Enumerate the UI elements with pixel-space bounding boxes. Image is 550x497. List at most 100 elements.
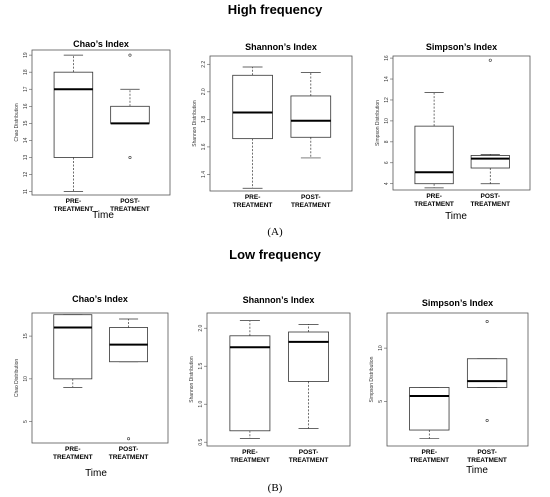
interquartile-box — [53, 71, 94, 158]
panel-label-a: (A) — [267, 226, 283, 238]
outlier-point — [485, 320, 489, 324]
interquartile-box — [288, 331, 329, 382]
x-category-label: PRE- — [426, 193, 442, 200]
x-category-label: PRE- — [242, 449, 258, 456]
y-tick-label: 15 — [23, 120, 29, 126]
chart-title: Shannon’s Index — [243, 295, 315, 305]
x-category-label: TREATMENT — [109, 454, 149, 461]
x-category-label: POST- — [301, 194, 321, 201]
box-pre-treatment — [53, 314, 93, 388]
x-category-label: POST- — [477, 449, 497, 456]
y-tick-label: 11 — [23, 189, 29, 194]
y-tick-label: 14 — [384, 76, 390, 82]
x-category-label: PRE- — [66, 198, 82, 205]
box-pre-treatment — [229, 320, 271, 439]
y-tick-label: 2.0 — [198, 325, 204, 332]
x-category-label: TREATMENT — [289, 457, 329, 464]
x-category-label: TREATMENT — [53, 454, 93, 461]
plot-frame — [206, 312, 351, 447]
plot-frame — [31, 312, 169, 444]
box-post-treatment — [109, 318, 148, 441]
panel-label-b: (B) — [267, 482, 283, 494]
box-pre-treatment — [53, 54, 94, 192]
section-title-high: High frequency — [227, 2, 323, 17]
chart-title: Chao’s Index — [73, 39, 129, 49]
y-axis-label: Simpson Distribution — [375, 100, 381, 146]
box-post-treatment — [110, 53, 150, 159]
interquartile-box — [470, 155, 510, 169]
x-category-label: POST- — [481, 193, 501, 200]
plot-frame — [31, 49, 171, 196]
y-tick-label: 1.5 — [198, 363, 204, 370]
x-axis-label: Time — [92, 210, 114, 221]
y-tick-label: 10 — [384, 118, 390, 124]
x-axis-label: Time — [445, 211, 467, 222]
y-tick-label: 5 — [378, 400, 384, 403]
y-axis-label: Shannon Distribution — [192, 100, 198, 147]
y-tick-label: 6 — [384, 161, 390, 164]
y-tick-label: 8 — [384, 140, 390, 143]
box-post-treatment — [288, 324, 329, 429]
y-tick-label: 4 — [384, 182, 390, 185]
y-tick-label: 17 — [23, 86, 29, 92]
x-category-label: POST- — [119, 446, 139, 453]
x-category-label: PRE- — [65, 446, 81, 453]
plot-frame — [392, 55, 531, 191]
x-axis-label: Time — [85, 468, 107, 479]
y-tick-label: 2.0 — [201, 88, 207, 95]
box-pre-treatment — [414, 92, 454, 189]
plot-frame — [386, 312, 529, 447]
interquartile-box — [409, 387, 450, 431]
x-category-label: TREATMENT — [414, 201, 454, 208]
section-title-low: Low frequency — [229, 247, 321, 262]
y-tick-label: 10 — [378, 345, 384, 351]
outlier-point — [488, 58, 492, 62]
y-tick-label: 0.5 — [198, 439, 204, 446]
interquartile-box — [232, 74, 273, 140]
interquartile-box — [414, 125, 454, 185]
chart-title: Shannon’s Index — [245, 42, 317, 52]
y-axis-label: Shannon Distribution — [189, 356, 195, 403]
chart-panel-1: Chao’s Index 11 12 13 14 15 16 17 18 19 Chao Distr… — [14, 39, 171, 221]
chart-title: Simpson’s Index — [426, 42, 497, 52]
x-category-label: POST- — [299, 449, 319, 456]
interquartile-box — [110, 105, 150, 124]
x-category-label: POST- — [120, 198, 140, 205]
box-pre-treatment — [409, 387, 450, 439]
y-tick-label: 1.8 — [201, 116, 207, 123]
box-post-treatment — [470, 58, 510, 185]
y-tick-label: 13 — [23, 154, 29, 160]
y-tick-label: 12 — [23, 172, 29, 178]
y-tick-label: 18 — [23, 69, 29, 75]
y-tick-label: 16 — [23, 103, 29, 109]
y-tick-label: 10 — [23, 376, 29, 382]
box-post-treatment — [466, 320, 508, 422]
y-tick-label: 15 — [23, 333, 29, 339]
y-tick-label: 19 — [23, 52, 29, 58]
plot-frame — [209, 55, 353, 192]
outlier-point — [128, 53, 132, 57]
x-category-label: TREATMENT — [110, 206, 150, 213]
interquartile-box — [53, 314, 93, 380]
box-post-treatment — [290, 72, 332, 159]
chart-panel-3: Simpson’s Index 4 6 8 10 12 14 16 Simpson Distri… — [375, 42, 531, 222]
y-tick-label: 14 — [23, 137, 29, 143]
interquartile-box — [290, 95, 332, 138]
x-category-label: TREATMENT — [291, 202, 331, 209]
y-axis-label: Simpson Distribution — [369, 356, 375, 402]
chart-title: Chao’s Index — [72, 294, 128, 304]
x-category-label: TREATMENT — [409, 457, 449, 464]
chart-panel-2: Shannon’s Index 1.4 1.6 1.8 2.0 2.2 Shannon Di… — [192, 42, 353, 209]
x-category-label: TREATMENT — [230, 457, 270, 464]
x-category-label: TREATMENT — [470, 201, 510, 208]
chart-title: Simpson’s Index — [422, 298, 493, 308]
y-axis-label: Chao Distribution — [14, 359, 20, 398]
y-tick-label: 5 — [23, 420, 29, 423]
outlier-point — [485, 418, 489, 422]
x-category-label: TREATMENT — [233, 202, 273, 209]
outlier-point — [128, 155, 132, 159]
outlier-point — [127, 437, 131, 441]
x-category-label: TREATMENT — [54, 206, 94, 213]
